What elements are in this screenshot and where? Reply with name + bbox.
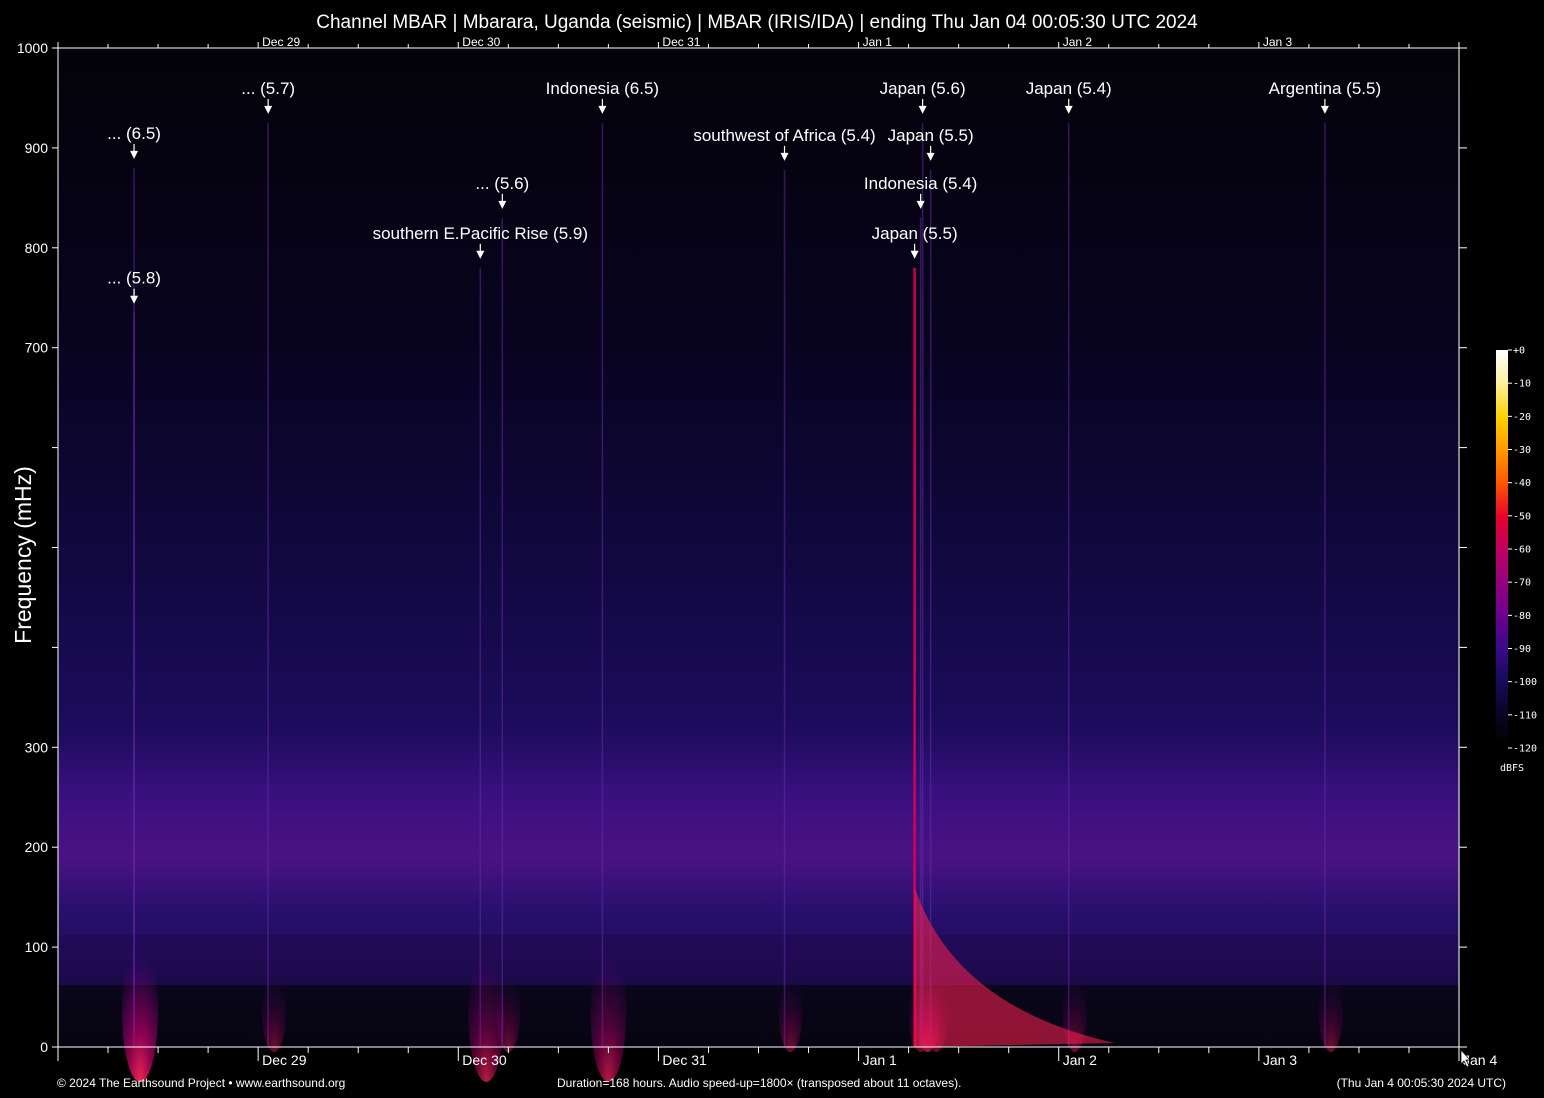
event-label: Japan (5.5) bbox=[888, 126, 974, 145]
event-annotation: ... (5.8) bbox=[107, 269, 161, 304]
x-tick-label-top: Dec 31 bbox=[662, 35, 700, 49]
y-tick-label: 200 bbox=[25, 839, 49, 855]
event-label: ... (5.8) bbox=[107, 269, 161, 288]
y-tick-label: 0 bbox=[40, 1039, 48, 1055]
event-burst bbox=[1318, 972, 1343, 1052]
event-burst bbox=[778, 972, 803, 1052]
colorbar-tick-label: -60 bbox=[1513, 545, 1531, 556]
event-label: Japan (5.4) bbox=[1026, 79, 1112, 98]
event-annotation: Japan (5.6) bbox=[880, 79, 966, 114]
colorbar-tick-label: -30 bbox=[1513, 445, 1531, 456]
y-tick-label: 100 bbox=[25, 939, 49, 955]
event-label: ... (6.5) bbox=[107, 124, 161, 143]
event-label: Indonesia (5.4) bbox=[864, 174, 977, 193]
event-annotation: Japan (5.5) bbox=[872, 224, 958, 259]
colorbar-tick-label: -100 bbox=[1513, 677, 1537, 688]
event-arrow-head bbox=[918, 105, 927, 114]
colorbar-tick-label: -110 bbox=[1513, 710, 1537, 721]
y-tick-label: 800 bbox=[25, 240, 49, 256]
y-tick-label: 700 bbox=[25, 340, 49, 356]
x-tick-label-top: Jan 1 bbox=[863, 35, 893, 49]
y-axis-label: Frequency (mHz) bbox=[10, 466, 36, 644]
chart-title: Channel MBAR | Mbarara, Uganda (seismic)… bbox=[316, 12, 1198, 33]
main-event-burst bbox=[914, 887, 1115, 1047]
event-arrow-head bbox=[598, 105, 607, 114]
x-tick-label: Dec 29 bbox=[262, 1052, 307, 1068]
x-tick-label-top: Dec 29 bbox=[262, 35, 300, 49]
colorbar-tick-label: +0 bbox=[1513, 346, 1525, 357]
event-label: Japan (5.5) bbox=[872, 224, 958, 243]
event-label: ... (5.6) bbox=[475, 174, 529, 193]
x-tick-label-top: Jan 3 bbox=[1263, 35, 1293, 49]
colorbar-tick-label: -40 bbox=[1513, 478, 1531, 489]
event-annotation: Indonesia (6.5) bbox=[546, 79, 659, 114]
colorbar-tick-label: -120 bbox=[1513, 744, 1537, 755]
colorbar-unit: dBFS bbox=[1500, 763, 1524, 774]
colorbar-tick-label: -90 bbox=[1513, 644, 1531, 655]
event-arrow-head bbox=[780, 152, 789, 161]
x-tick-label: Jan 1 bbox=[863, 1052, 897, 1068]
x-tick-label: Jan 3 bbox=[1263, 1052, 1297, 1068]
event-annotations: ... (6.5) ... (5.8) ... (5.7) southern E.Pa… bbox=[107, 79, 1381, 304]
x-tick-label-top: Jan 2 bbox=[1063, 35, 1093, 49]
x-tick-label: Dec 30 bbox=[462, 1052, 507, 1068]
event-arrow-head bbox=[476, 250, 485, 259]
event-arrow-head bbox=[916, 200, 925, 209]
event-label: ... (5.7) bbox=[241, 79, 295, 98]
colorbar-tick-label: -50 bbox=[1513, 511, 1531, 522]
copyright-text: © 2024 The Earthsound Project • www.eart… bbox=[57, 1076, 346, 1090]
cursor-icon bbox=[1460, 1049, 1471, 1068]
event-label: southern E.Pacific Rise (5.9) bbox=[373, 224, 588, 243]
y-axis: 0 100 200 300 700 800 900 1000 bbox=[17, 40, 1467, 1055]
event-annotation: ... (6.5) bbox=[107, 124, 161, 159]
plot-area bbox=[57, 47, 1460, 1082]
event-annotation: southwest of Africa (5.4) bbox=[693, 126, 876, 161]
event-annotation: Japan (5.5) bbox=[888, 126, 974, 161]
colorbar: +0 -10 -20 -30 -40 -50 -60 -70 -80 -90 -100 -110 -12… bbox=[1496, 346, 1537, 774]
event-label: Argentina (5.5) bbox=[1269, 79, 1381, 98]
colorbar-tick-label: -20 bbox=[1513, 412, 1531, 423]
event-arrow-head bbox=[264, 105, 273, 114]
y-tick-label: 900 bbox=[25, 140, 49, 156]
event-label: Japan (5.6) bbox=[880, 79, 966, 98]
event-arrow-head bbox=[130, 150, 139, 159]
event-annotation: southern E.Pacific Rise (5.9) bbox=[373, 224, 588, 259]
event-label: southwest of Africa (5.4) bbox=[693, 126, 875, 145]
event-arrow-head bbox=[1320, 105, 1329, 114]
event-arrow-head bbox=[910, 250, 919, 259]
colorbar-tick-label: -80 bbox=[1513, 611, 1531, 622]
event-arrow-head bbox=[1064, 105, 1073, 114]
x-tick-label: Jan 2 bbox=[1063, 1052, 1097, 1068]
y-tick-label: 1000 bbox=[17, 40, 48, 56]
event-annotation: ... (5.6) bbox=[475, 174, 529, 209]
event-arrow-head bbox=[926, 152, 935, 161]
x-tick-label: Jan 4 bbox=[1463, 1052, 1497, 1068]
event-annotation: ... (5.7) bbox=[241, 79, 295, 114]
x-tick-label: Dec 31 bbox=[662, 1052, 707, 1068]
event-arrow-head bbox=[498, 200, 507, 209]
x-tick-label-top: Dec 30 bbox=[462, 35, 500, 49]
event-arrow-head bbox=[130, 295, 139, 304]
y-tick-label: 300 bbox=[25, 739, 49, 755]
x-axis: Dec 29 Dec 30 Dec 31 Jan 1 Jan 2 Jan 3 Dec 29 D… bbox=[57, 35, 1497, 1068]
event-burst bbox=[590, 942, 627, 1082]
event-annotation: Japan (5.4) bbox=[1026, 79, 1112, 114]
duration-text: Duration=168 hours. Audio speed-up=1800×… bbox=[557, 1076, 962, 1090]
event-annotation: Argentina (5.5) bbox=[1269, 79, 1381, 114]
timestamp-text: (Thu Jan 4 00:05:30 2024 UTC) bbox=[1336, 1076, 1506, 1090]
event-burst bbox=[122, 942, 159, 1082]
colorbar-tick-label: -10 bbox=[1513, 379, 1531, 390]
event-burst bbox=[496, 972, 521, 1052]
colorbar-tick-label: -70 bbox=[1513, 578, 1531, 589]
event-burst bbox=[262, 972, 287, 1052]
event-label: Indonesia (6.5) bbox=[546, 79, 659, 98]
event-annotation: Indonesia (5.4) bbox=[864, 174, 977, 209]
